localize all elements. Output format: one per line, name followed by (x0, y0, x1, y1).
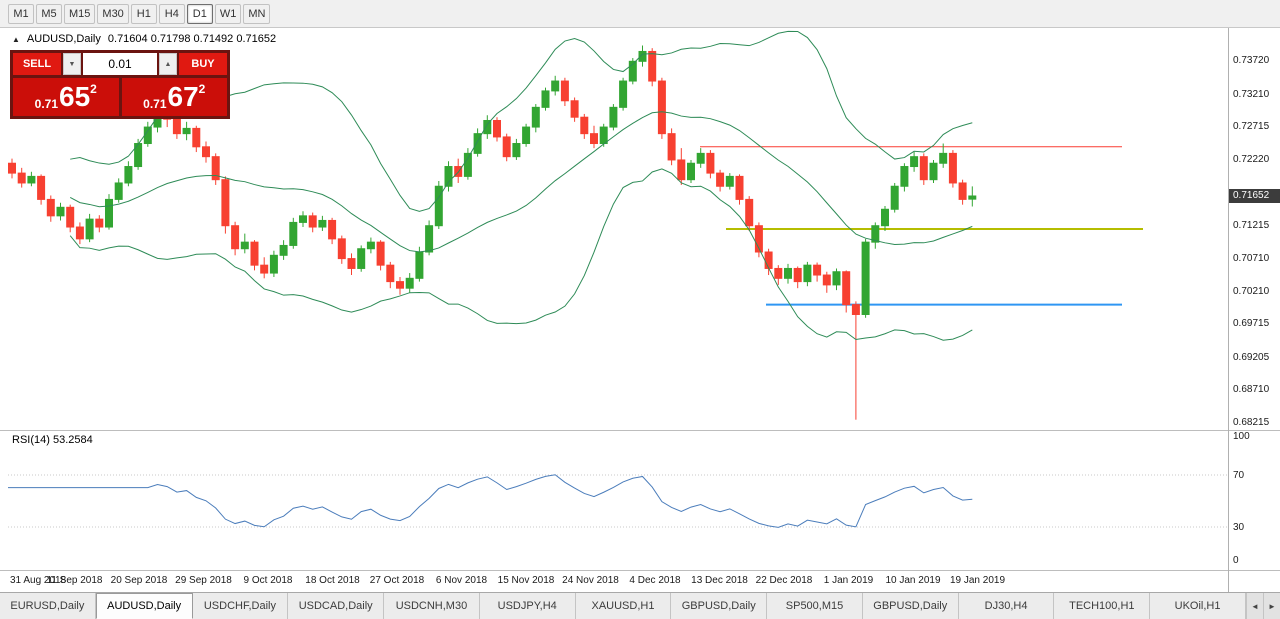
chart-icon: ▲ (12, 34, 20, 44)
sell-price-big: 65 (59, 81, 91, 112)
tab-usdchf-daily[interactable]: USDCHF,Daily (192, 593, 289, 619)
tab-eurusd-daily[interactable]: EURUSD,Daily (0, 593, 96, 619)
trendlines (700, 146, 1143, 306)
timeframe-m1[interactable]: M1 (8, 3, 34, 24)
rsi-line (8, 474, 973, 528)
rsi-axis-label: 70 (1233, 470, 1245, 481)
buy-price-big: 67 (167, 81, 199, 112)
timeframe-d1[interactable]: D1 (186, 3, 213, 24)
date-axis-label: 10 Jan 2019 (885, 575, 941, 586)
tab-scroll-arrows: ◄ ► (1245, 593, 1280, 619)
buy-price-prefix: 0.71 (143, 97, 167, 111)
one-click-trading-panel: SELL ▼ ▲ BUY 0.71 65 2 0.71 67 2 (10, 50, 230, 119)
tab-sp500-m15[interactable]: SP500,M15 (767, 593, 863, 619)
sell-price-sup: 2 (90, 82, 97, 96)
tab-usdjpy-h4[interactable]: USDJPY,H4 (479, 593, 576, 619)
timeframe-h4[interactable]: H4 (158, 3, 185, 24)
price-axis-label: 0.73210 (1233, 88, 1270, 100)
timeframe-m30[interactable]: M30 (97, 3, 129, 24)
price-axis-label: 0.69715 (1233, 318, 1270, 330)
chart-rsi-separator[interactable] (0, 430, 1280, 431)
timeframe-h1[interactable]: H1 (130, 3, 157, 24)
price-axis-label: 0.72715 (1233, 121, 1270, 133)
tab-usdcnh-m30[interactable]: USDCNH,M30 (384, 593, 480, 619)
rsi-axis-label: 100 (1233, 431, 1250, 442)
lot-size-input[interactable] (83, 53, 157, 75)
chart-tabs: EURUSD,Daily AUDUSD,Daily USDCHF,Daily U… (0, 592, 1280, 619)
price-axis-label: 0.71215 (1233, 219, 1270, 231)
tab-gbpusd-daily-2[interactable]: GBPUSD,Daily (862, 593, 959, 619)
price-axis-label: 0.69205 (1233, 351, 1270, 363)
lot-decrease-button[interactable]: ▼ (63, 53, 81, 75)
timeframe-toolbar: M1 M5 M15 M30 H1 H4 D1 W1 MN (0, 0, 1280, 28)
price-axis-label: 0.68710 (1233, 384, 1270, 396)
rsi-axis-label: 30 (1233, 522, 1245, 533)
price-axis-label: 0.70710 (1233, 252, 1270, 264)
tab-gbpusd-daily[interactable]: GBPUSD,Daily (671, 593, 768, 619)
date-axis-label: 4 Dec 2018 (629, 575, 681, 586)
price-axis-label: 0.72220 (1233, 153, 1270, 165)
sell-price-display[interactable]: 0.71 65 2 (13, 78, 119, 116)
price-axis-label: 0.68215 (1233, 417, 1270, 428)
date-axis-label: 13 Dec 2018 (691, 575, 748, 586)
date-axis-label: 9 Oct 2018 (243, 575, 293, 586)
timeframe-mn[interactable]: MN (243, 3, 271, 24)
date-axis-label: 24 Nov 2018 (562, 575, 619, 586)
buy-price-display[interactable]: 0.71 67 2 (121, 78, 227, 116)
tab-dj30-h4[interactable]: DJ30,H4 (958, 593, 1055, 619)
sell-price-prefix: 0.71 (34, 97, 58, 111)
date-axis-label: 18 Oct 2018 (305, 575, 360, 586)
chart-title: ▲ AUDUSD,Daily 0.71604 0.71798 0.71492 0… (12, 33, 276, 45)
current-price-tag: 0.71652 (1229, 188, 1280, 203)
chevron-up-icon: ▲ (164, 60, 172, 68)
tab-audusd-daily[interactable]: AUDUSD,Daily (95, 593, 193, 619)
chevron-down-icon: ▼ (68, 60, 76, 68)
tabs-scroll-right-icon[interactable]: ► (1262, 593, 1280, 619)
rsi-axis-label: 0 (1233, 555, 1239, 566)
tab-xauusd-h1[interactable]: XAUUSD,H1 (575, 593, 672, 619)
price-axis-label: 0.70210 (1233, 285, 1270, 297)
date-axis-label: 27 Oct 2018 (369, 575, 425, 586)
candlestick-series (8, 45, 977, 420)
buy-price-sup: 2 (198, 82, 206, 96)
date-axis-label: 22 Dec 2018 (755, 575, 813, 586)
date-axis-label: 19 Jan 2019 (949, 575, 1006, 586)
rsi-indicator-label: RSI(14) 53.2584 (12, 434, 93, 446)
date-axis-label: 11 Sep 2018 (46, 575, 103, 586)
tab-ukoil-h1[interactable]: UKOil,H1 (1150, 593, 1246, 619)
date-axis-label: 15 Nov 2018 (497, 575, 555, 586)
sell-button[interactable]: SELL (13, 53, 61, 75)
date-axis-label: 31 Aug 2018 (10, 575, 67, 586)
chart-symbol-label: AUDUSD,Daily (26, 33, 101, 45)
price-axis-label: 0.73720 (1233, 55, 1270, 66)
lot-increase-button[interactable]: ▲ (159, 53, 177, 75)
date-axis-label: 6 Nov 2018 (435, 575, 488, 586)
buy-button[interactable]: BUY (179, 53, 227, 75)
price-axis-line (1228, 28, 1229, 592)
date-axis-label: 1 Jan 2019 (823, 575, 874, 586)
tab-tech100-h1[interactable]: TECH100,H1 (1054, 593, 1151, 619)
tab-usdcad-daily[interactable]: USDCAD,Daily (288, 593, 385, 619)
tabs-scroll-left-icon[interactable]: ◄ (1245, 593, 1263, 619)
rsi-dates-separator[interactable] (0, 570, 1280, 571)
timeframe-m5[interactable]: M5 (36, 3, 62, 24)
date-axis-label: 20 Sep 2018 (110, 575, 168, 586)
timeframe-w1[interactable]: W1 (214, 3, 242, 24)
date-axis-label: 29 Sep 2018 (175, 575, 232, 586)
chart-ohlc-values: 0.71604 0.71798 0.71492 0.71652 (107, 33, 277, 45)
timeframe-m15[interactable]: M15 (64, 3, 96, 24)
